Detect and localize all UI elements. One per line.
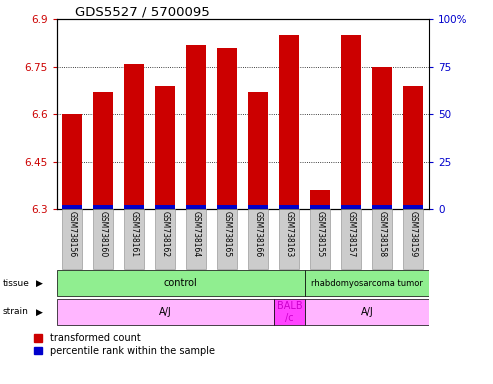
FancyBboxPatch shape: [57, 270, 305, 296]
Bar: [279, 35, 299, 209]
Text: strain: strain: [2, 308, 28, 316]
FancyBboxPatch shape: [310, 209, 330, 269]
Bar: [93, 205, 113, 209]
Bar: [124, 205, 144, 209]
Bar: [217, 48, 237, 209]
FancyBboxPatch shape: [305, 270, 429, 296]
Text: GSM738157: GSM738157: [347, 211, 356, 257]
Bar: [217, 205, 237, 209]
Text: GSM738166: GSM738166: [254, 211, 263, 257]
Bar: [403, 86, 423, 209]
Bar: [186, 45, 207, 209]
Bar: [124, 64, 144, 209]
Bar: [155, 205, 176, 209]
Text: A/J: A/J: [360, 307, 373, 317]
FancyBboxPatch shape: [124, 209, 144, 269]
FancyBboxPatch shape: [93, 209, 113, 269]
Text: A/J: A/J: [159, 307, 172, 317]
FancyBboxPatch shape: [341, 209, 361, 269]
Text: GSM738161: GSM738161: [130, 211, 139, 257]
FancyBboxPatch shape: [279, 209, 299, 269]
Bar: [155, 86, 176, 209]
Text: GSM738165: GSM738165: [223, 211, 232, 257]
FancyBboxPatch shape: [372, 209, 392, 269]
Bar: [62, 205, 82, 209]
Text: GSM738163: GSM738163: [285, 211, 294, 257]
Text: control: control: [164, 278, 198, 288]
Bar: [93, 92, 113, 209]
FancyBboxPatch shape: [186, 209, 207, 269]
FancyBboxPatch shape: [305, 299, 429, 325]
FancyBboxPatch shape: [57, 299, 274, 325]
Text: ▶: ▶: [36, 308, 43, 316]
Text: GSM738162: GSM738162: [161, 211, 170, 257]
Bar: [341, 205, 361, 209]
Bar: [62, 114, 82, 209]
Text: GSM738159: GSM738159: [409, 211, 418, 257]
FancyBboxPatch shape: [403, 209, 423, 269]
Text: GSM738155: GSM738155: [316, 211, 325, 257]
Text: GSM738156: GSM738156: [68, 211, 77, 257]
Text: rhabdomyosarcoma tumor: rhabdomyosarcoma tumor: [311, 279, 423, 288]
FancyBboxPatch shape: [155, 209, 176, 269]
Bar: [403, 205, 423, 209]
FancyBboxPatch shape: [274, 299, 305, 325]
Bar: [310, 190, 330, 209]
Text: GSM738160: GSM738160: [99, 211, 108, 257]
Text: BALB
/c: BALB /c: [277, 301, 302, 323]
Bar: [341, 35, 361, 209]
Text: GDS5527 / 5700095: GDS5527 / 5700095: [75, 5, 210, 18]
Legend: transformed count, percentile rank within the sample: transformed count, percentile rank withi…: [35, 333, 215, 356]
Bar: [372, 67, 392, 209]
Text: GSM738164: GSM738164: [192, 211, 201, 257]
Bar: [310, 205, 330, 209]
Text: tissue: tissue: [2, 279, 30, 288]
FancyBboxPatch shape: [248, 209, 268, 269]
Bar: [248, 92, 268, 209]
Bar: [248, 205, 268, 209]
Bar: [186, 205, 207, 209]
Text: ▶: ▶: [36, 279, 43, 288]
Bar: [279, 205, 299, 209]
FancyBboxPatch shape: [62, 209, 82, 269]
FancyBboxPatch shape: [217, 209, 237, 269]
Text: GSM738158: GSM738158: [378, 211, 387, 257]
Bar: [372, 205, 392, 209]
